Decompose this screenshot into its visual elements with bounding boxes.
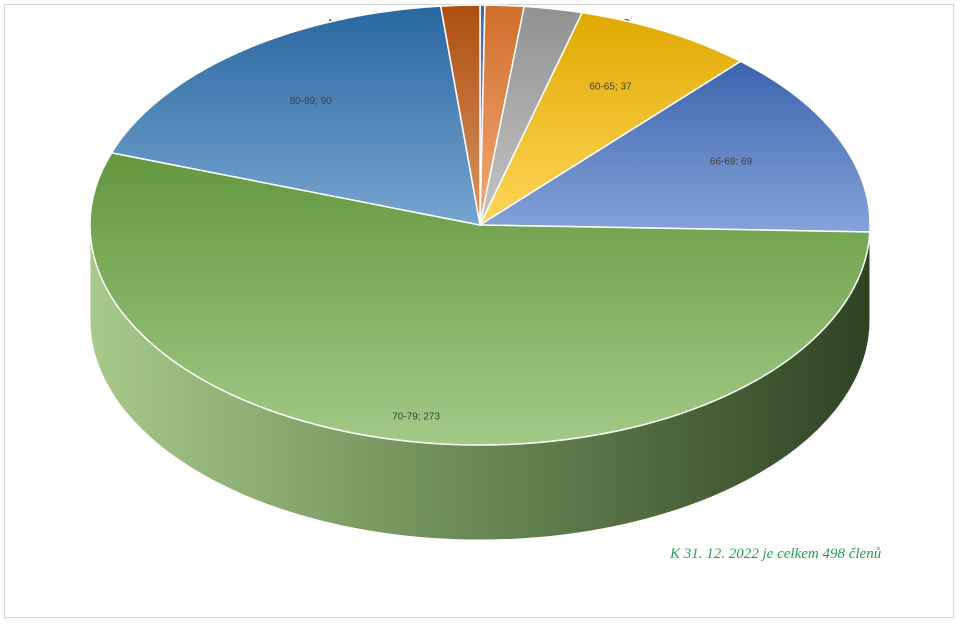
pie-slice-90-: [439, 4, 481, 226]
total-note: K 31. 12. 2022 je celkem 498 členů: [670, 546, 882, 562]
pie-slice-60-65: [478, 11, 743, 228]
data-label-66-69: 66-69; 69: [710, 156, 753, 167]
data-label-80-89: 80-89; 90: [290, 96, 333, 107]
pie-slice-66-69: [477, 60, 871, 233]
pie-slice-70-79: [89, 151, 871, 446]
data-label-60-65: 60-65; 37: [589, 82, 632, 93]
data-label-70-79: 70-79; 273: [392, 412, 440, 423]
pie-slice-80-89: [110, 5, 481, 226]
